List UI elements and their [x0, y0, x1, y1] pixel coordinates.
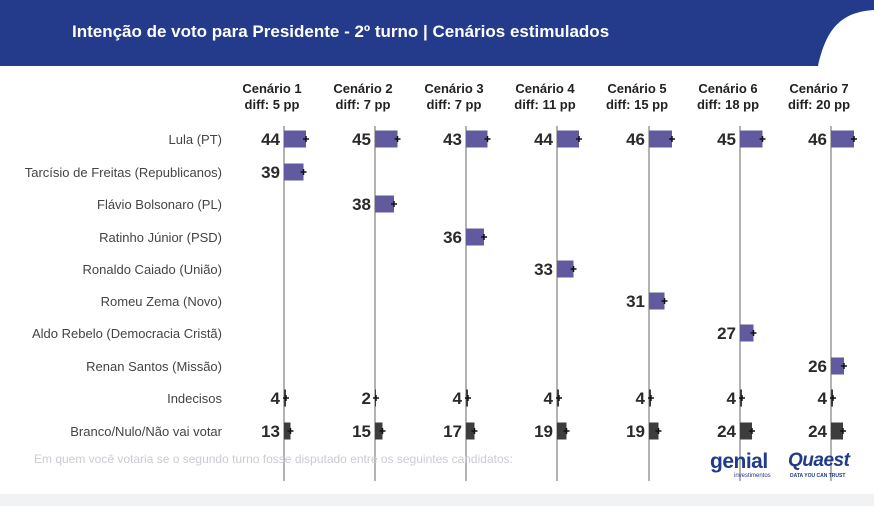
data-label: 44	[534, 130, 553, 149]
bar	[557, 422, 567, 440]
scenario-name: Cenário 3	[424, 81, 483, 96]
row-label: Indecisos	[167, 391, 222, 406]
scenario-diff: diff: 15 pp	[606, 97, 668, 112]
data-label: 46	[626, 130, 645, 149]
row-label: Ratinho Júnior (PSD)	[99, 230, 222, 245]
bar	[831, 130, 854, 148]
bar	[284, 130, 306, 148]
scenario-diff: diff: 5 pp	[245, 97, 300, 112]
data-label: 26	[808, 357, 827, 376]
data-label: 43	[443, 130, 462, 149]
genial-logo-sub: investimentos	[734, 473, 771, 479]
bar	[831, 422, 843, 440]
bar	[740, 130, 763, 148]
data-label: 45	[352, 130, 371, 149]
data-label: 33	[534, 260, 553, 279]
data-label: 31	[626, 292, 645, 311]
bottom-strip	[0, 494, 874, 506]
data-label: 4	[818, 389, 828, 408]
quaest-logo-word: Quaest	[788, 450, 850, 471]
row-label: Lula (PT)	[169, 132, 222, 147]
data-label: 4	[271, 389, 281, 408]
row-label: Flávio Bolsonaro (PL)	[97, 197, 222, 212]
scenario-name: Cenário 1	[242, 81, 301, 96]
header-shape	[0, 0, 874, 66]
bar-chart: Lula (PT) Tarcísio de Freitas (Republican…	[25, 81, 857, 481]
bar	[284, 163, 304, 181]
row-label: Ronaldo Caiado (União)	[83, 262, 222, 277]
data-label: 4	[453, 389, 463, 408]
data-label: 44	[261, 130, 280, 149]
header-banner: Intenção de voto para Presidente - 2º tu…	[0, 0, 874, 66]
row-label: Romeu Zema (Novo)	[101, 294, 222, 309]
data-label: 45	[717, 130, 736, 149]
genial-logo-word: genial	[710, 450, 768, 473]
data-label: 19	[534, 422, 553, 441]
data-label: 24	[717, 422, 736, 441]
genial-logo: genial investimentos	[710, 450, 780, 480]
data-label: 13	[261, 422, 280, 441]
data-label: 36	[443, 228, 462, 247]
footer-note: Em quem você votaria se o segundo turno …	[34, 452, 513, 466]
data-label: 19	[626, 422, 645, 441]
bar	[284, 422, 291, 440]
scenario-diff: diff: 20 pp	[788, 97, 850, 112]
bar	[740, 422, 752, 440]
bar	[375, 422, 383, 440]
bar	[375, 195, 394, 213]
data-label: 39	[261, 163, 280, 182]
data-label: 4	[727, 389, 737, 408]
scenario-diff: diff: 7 pp	[336, 97, 391, 112]
data-label: 2	[362, 389, 371, 408]
data-label: 15	[352, 422, 371, 441]
bar	[466, 422, 475, 440]
scenario-name: Cenário 7	[789, 81, 848, 96]
data-label: 4	[636, 389, 646, 408]
row-label: Tarcísio de Freitas (Republicanos)	[25, 165, 222, 180]
row-label: Aldo Rebelo (Democracia Cristã)	[32, 326, 222, 341]
data-label: 27	[717, 324, 736, 343]
scenario-name: Cenário 4	[515, 81, 575, 96]
scenario-name: Cenário 2	[333, 81, 392, 96]
bar	[557, 130, 579, 148]
scenario-diff: diff: 18 pp	[697, 97, 759, 112]
chart-title: Intenção de voto para Presidente - 2º tu…	[72, 22, 610, 41]
bar	[740, 324, 754, 342]
quaest-logo: Quaest DATA YOU CAN TRUST	[788, 450, 858, 480]
bar	[649, 422, 659, 440]
row-label: Branco/Nulo/Não vai votar	[70, 424, 222, 439]
bar	[466, 228, 484, 246]
quaest-logo-sub: DATA YOU CAN TRUST	[790, 473, 846, 479]
data-label: 17	[443, 422, 462, 441]
data-label: 4	[544, 389, 554, 408]
scenario-name: Cenário 5	[607, 81, 666, 96]
bar	[466, 130, 488, 148]
bar	[557, 260, 574, 278]
bar	[649, 130, 672, 148]
bar	[831, 357, 844, 375]
data-label: 24	[808, 422, 827, 441]
scenario-name: Cenário 6	[698, 81, 757, 96]
bar	[649, 292, 665, 310]
scenario-diff: diff: 7 pp	[427, 97, 482, 112]
bar	[375, 130, 398, 148]
data-label: 38	[352, 195, 371, 214]
data-label: 46	[808, 130, 827, 149]
row-label: Renan Santos (Missão)	[86, 359, 222, 374]
scenario-diff: diff: 11 pp	[514, 97, 575, 112]
